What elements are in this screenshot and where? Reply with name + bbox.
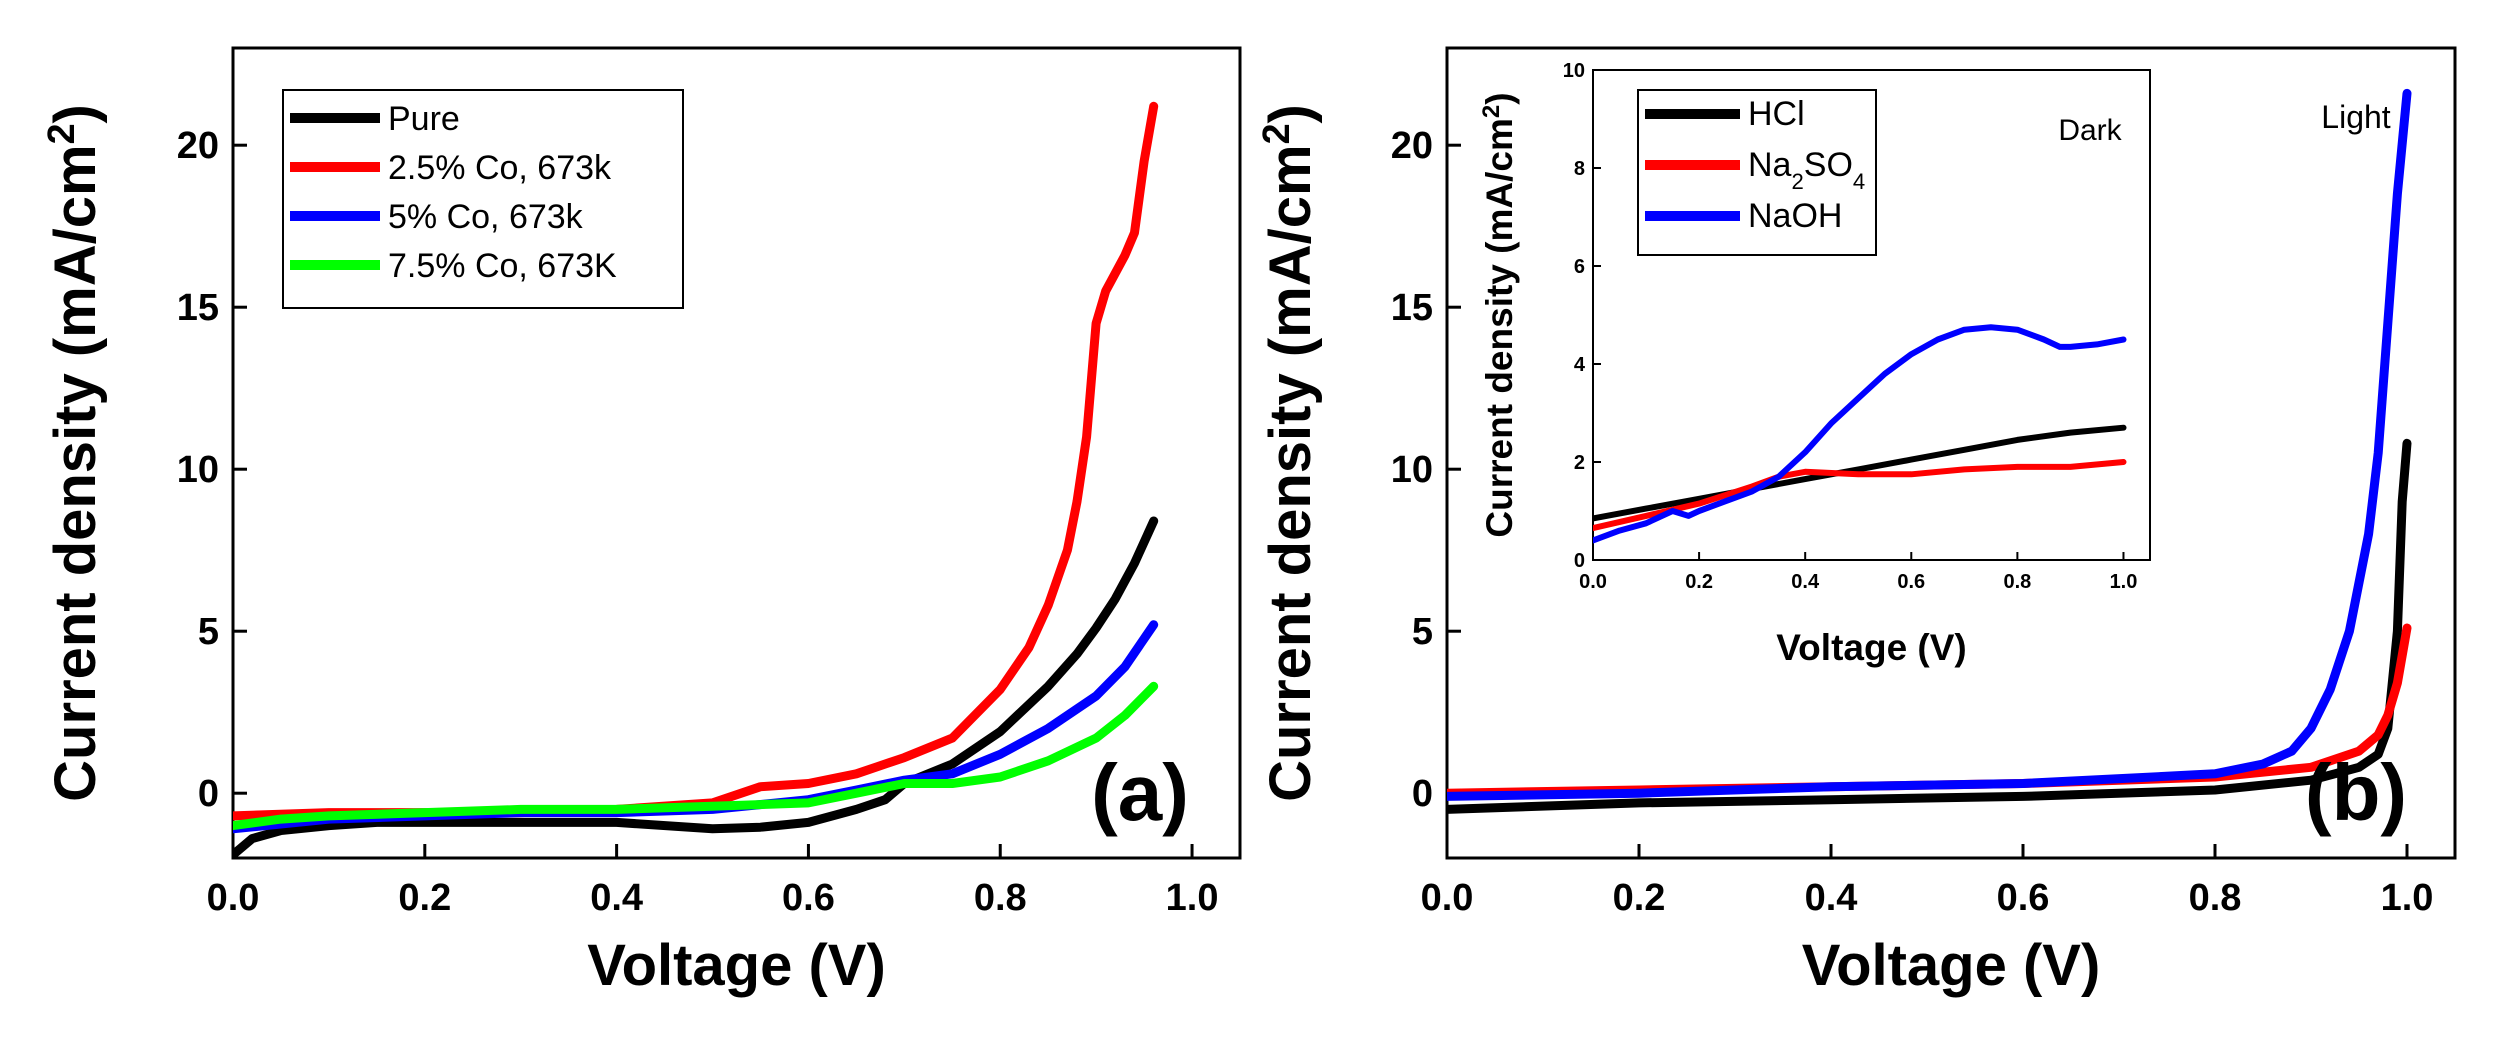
- y-tick-label: 4: [1574, 354, 1586, 376]
- x-tick-label: 0.2: [1613, 877, 1666, 919]
- x-tick-label: 0.4: [1791, 571, 1820, 593]
- legend-label: 5% Co, 673k: [388, 198, 584, 236]
- y-tick-label: 20: [1391, 125, 1433, 167]
- legend-label: 7.5% Co, 673K: [388, 247, 617, 285]
- series-line-naoh: [1447, 88, 2412, 801]
- y-axis-title: Current density (mA/cm2): [1478, 92, 1521, 537]
- x-tick-label: 0.4: [590, 877, 643, 919]
- y-tick-label: 10: [1563, 60, 1585, 82]
- y-axis-title: Current density (mA/cm2): [1255, 104, 1323, 802]
- series-line-naoh: [1593, 324, 2127, 544]
- y-tick-label: 5: [198, 611, 219, 653]
- y-tick-label: 0: [1574, 550, 1585, 572]
- x-tick-label: 0.8: [2003, 571, 2031, 593]
- legend-box: [282, 89, 684, 309]
- series-line-pure: [233, 516, 1159, 858]
- series-line-na2so4: [1593, 459, 2127, 532]
- x-tick-label: 0.6: [1897, 571, 1925, 593]
- inset-legend-box: [1637, 89, 1877, 256]
- inset-legend-label: HCl: [1748, 95, 1805, 133]
- inset-legend-label: Na2SO4: [1748, 146, 1865, 194]
- inset-legend-label: NaOH: [1748, 197, 1842, 235]
- y-tick-label: 5: [1412, 611, 1433, 653]
- y-axis-title: Current density (mA/cm2): [40, 104, 108, 802]
- x-tick-label: 0.4: [1805, 877, 1858, 919]
- x-tick-label: 0.6: [782, 877, 835, 919]
- x-tick-label: 0.0: [1421, 877, 1474, 919]
- legend-label: 2.5% Co, 673k: [388, 149, 612, 187]
- annotation-dark: Dark: [2058, 114, 2122, 147]
- x-tick-label: 0.2: [1685, 571, 1713, 593]
- y-tick-label: 0: [198, 773, 219, 815]
- y-tick-label: 20: [177, 125, 219, 167]
- y-tick-label: 10: [177, 449, 219, 491]
- y-tick-label: 0: [1412, 773, 1433, 815]
- x-tick-label: 0.8: [2189, 877, 2242, 919]
- panel-label-a: (a): [1091, 748, 1189, 837]
- x-tick-label: 0.2: [398, 877, 451, 919]
- x-axis-title: Voltage (V): [1776, 627, 1967, 668]
- x-tick-label: 0.8: [974, 877, 1027, 919]
- series-line-7-5-co-673k: [233, 681, 1159, 831]
- panel-b-inset-chart: 0.0 0.2 0.4 0.6 0.8 1.0 0 2 4 6 8 10 Voltage (V) Curr…: [1478, 60, 2151, 668]
- y-tick-label: 2: [1574, 452, 1585, 474]
- x-axis-title: Voltage (V): [587, 933, 886, 998]
- x-tick-label: 0.0: [1579, 571, 1607, 593]
- y-tick-label: 15: [1391, 287, 1433, 329]
- y-tick-label: 15: [177, 287, 219, 329]
- panel-label-b: (b): [2305, 748, 2407, 837]
- x-tick-label: 0.0: [207, 877, 260, 919]
- series-line-hcl: [1593, 424, 2127, 522]
- x-axis-title: Voltage (V): [1802, 933, 2101, 998]
- legend-label: Pure: [388, 100, 460, 138]
- series-line-hcl: [1447, 438, 2412, 814]
- y-tick-label: 10: [1391, 449, 1433, 491]
- panel-a-chart: 0.0 0.2 0.4 0.6 0.8 1.0 0 5 10 15 20 Voltage (V) Cur…: [40, 46, 1242, 998]
- x-tick-label: 1.0: [1166, 877, 1219, 919]
- x-tick-label: 1.0: [2110, 571, 2138, 593]
- y-tick-label: 8: [1574, 158, 1585, 180]
- annotation-light: Light: [2321, 99, 2391, 135]
- x-tick-label: 0.6: [1997, 877, 2050, 919]
- y-tick-label: 6: [1574, 256, 1585, 278]
- x-tick-label: 1.0: [2381, 877, 2434, 919]
